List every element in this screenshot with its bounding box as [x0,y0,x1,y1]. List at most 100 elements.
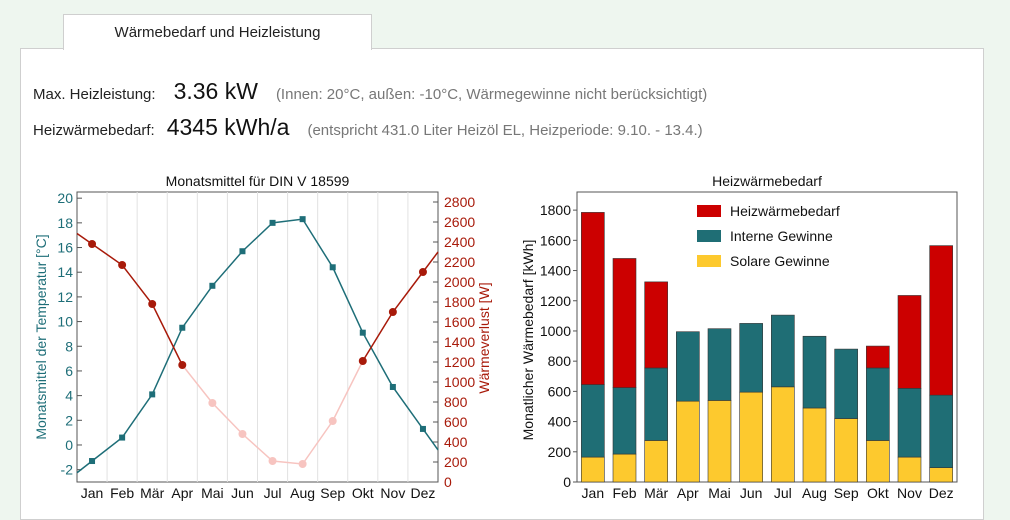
chart1-x-tick-label: Mär [140,485,164,501]
bar-segment-solare-gewinne [707,400,732,483]
temperature-point [419,425,426,432]
heat-loss-point [358,357,367,365]
chart1-y-tick-label: 12 [57,289,73,305]
heizleistung-label: Max. Heizleistung: [33,86,156,103]
chart1-y2-tick-label: 1400 [444,334,475,350]
chart2-y-tick-label: 1000 [540,323,571,339]
bar-segment-solare-gewinne [581,456,605,483]
chart1-x-tick-label: Jun [231,485,254,501]
bar-segment-interne-gewinne [581,384,605,458]
chart2-x-tick-label: Mai [708,485,731,501]
chart1-y-tick-label: 8 [65,338,73,354]
temperature-point [119,434,126,441]
tab-waermebedarf[interactable]: Wärmebedarf und Heizleistung [63,14,372,50]
chart1-y2-tick-label: 400 [444,434,468,450]
bar-segment-solare-gewinne [612,453,637,483]
chart1-x-tick-label: Jan [81,485,104,501]
bar-segment-solare-gewinne [739,391,763,483]
temperature-point [329,264,336,271]
chart2-y-tick-label: 400 [548,414,572,430]
chart1-title: Monatsmittel für DIN V 18599 [166,173,350,189]
chart2-x-tick-label: Nov [897,485,922,501]
heat-loss-point [298,460,307,468]
chart1-x-tick-label: Sep [320,485,345,501]
heat-loss-point [328,417,337,425]
bar-segment-heizw-rmebedarf [929,245,953,396]
chart1-y2-tick-label: 0 [444,474,452,490]
heat-loss-point [418,268,427,276]
bar-segment-interne-gewinne [676,331,700,402]
chart1-y-tick-label: 0 [65,437,73,453]
bar-segment-interne-gewinne [802,335,827,409]
chart2-x-tick-label: Apr [677,485,699,501]
chart1-x-tick-label: Nov [380,485,405,501]
chart2-x-tick-label: Jun [740,485,763,501]
chart2-y-tick-label: 800 [548,353,572,369]
chart1-y-tick-label: 20 [57,190,73,206]
chart1-y2-tick-label: 2400 [444,234,475,250]
temperature-point [239,248,246,255]
temperature-point [359,329,366,336]
chart1-y-tick-label: 14 [57,264,73,280]
bar-segment-solare-gewinne [929,467,953,483]
temperature-point [89,458,96,465]
waermebedarf-value: 4345 kWh/a [166,114,290,140]
heizleistung-value: 3.36 kW [173,78,258,104]
chart2-y-tick-label: 200 [548,444,572,460]
bar-segment-interne-gewinne [707,328,732,401]
temperature-line [76,218,439,474]
heizwaermebedarf-row: Heizwärmebedarf: 4345 kWh/a (entspricht … [33,114,703,141]
temperature-point [149,391,156,398]
temperature-point [269,219,276,226]
chart2-y-tick-label: 0 [563,474,571,490]
chart2-plot-area [576,191,958,483]
bar-segment-solare-gewinne [834,418,858,483]
legend-swatch [697,205,721,217]
waermebedarf-label: Heizwärmebedarf: [33,122,155,139]
chart1-y-tick-label: 10 [57,314,73,330]
chart1-y-tick-label: 6 [65,363,73,379]
chart1-x-tick-label: Mai [201,485,224,501]
bar-segment-heizw-rmebedarf [897,295,922,389]
chart1-y2-tick-label: 2600 [444,214,475,230]
legend-label: Solare Gewinne [730,253,830,269]
chart1-x-tick-label: Apr [171,485,193,501]
bar-segment-heizw-rmebedarf [612,258,637,388]
chart1-y2-tick-label: 1800 [444,294,475,310]
chart1-y-tick-label: -2 [61,462,74,478]
chart1-x-tick-label: Okt [352,485,374,501]
chart1-y2-tick-label: 1000 [444,374,475,390]
bar-segment-solare-gewinne [644,440,668,483]
chart1-y-tick-label: 18 [57,215,73,231]
chart2-y-tick-label: 1200 [540,293,571,309]
bar-segment-solare-gewinne [897,456,922,483]
heat-loss-point [118,261,127,269]
chart2-title: Heizwärmebedarf [712,173,822,189]
bar-segment-interne-gewinne [771,314,795,388]
heat-loss-point [208,399,217,407]
max-heizleistung-row: Max. Heizleistung: 3.36 kW (Innen: 20°C,… [33,78,707,105]
bar-segment-interne-gewinne [897,388,922,458]
heat-loss-point [238,430,247,438]
chart2-x-tick-label: Jan [582,485,605,501]
waermebedarf-note: (entspricht 431.0 Liter Heizöl EL, Heizp… [307,122,703,139]
chart1-y2-axis-label: Wärmeverlust [W] [476,282,492,393]
chart2-x-tick-label: Mär [644,485,668,501]
heat-loss-point [388,308,397,316]
bar-segment-solare-gewinne [771,386,795,483]
heat-loss-point [178,361,187,369]
chart2-x-tick-label: Feb [612,485,636,501]
chart2-y-tick-label: 1400 [540,263,571,279]
bar-segment-solare-gewinne [866,440,890,483]
chart1-x-tick-label: Feb [110,485,134,501]
chart1-y2-tick-label: 1200 [444,354,475,370]
chart2-x-tick-label: Dez [929,485,954,501]
temperature-point [389,383,396,390]
chart2-x-tick-label: Okt [867,485,889,501]
chart1-y-tick-label: 16 [57,240,73,256]
legend-label: Heizwärmebedarf [730,203,840,219]
bar-segment-interne-gewinne [929,394,953,468]
bar-segment-heizw-rmebedarf [866,345,890,369]
chart1-y2-tick-label: 2800 [444,194,475,210]
chart2-y-tick-label: 1800 [540,202,571,218]
